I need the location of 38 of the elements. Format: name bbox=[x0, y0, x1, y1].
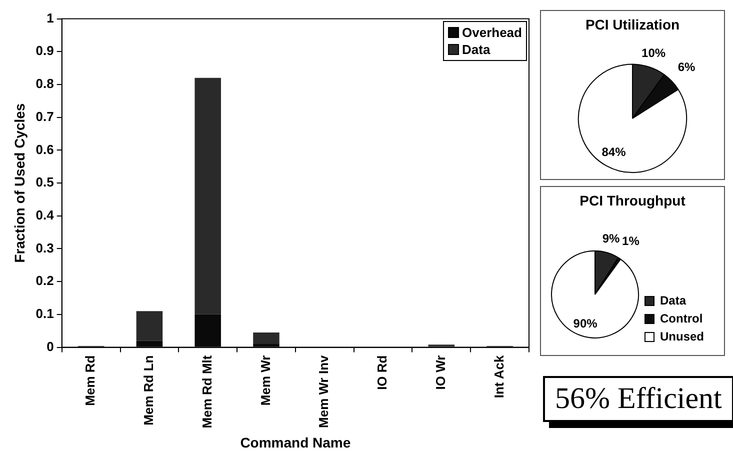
y-tick-label: 0.1 bbox=[36, 306, 54, 321]
data-label: 6% bbox=[678, 60, 696, 74]
data-label: 84% bbox=[602, 144, 626, 159]
bar bbox=[253, 332, 280, 344]
x-tick-label: Mem Wr bbox=[258, 355, 273, 406]
y-tick-label: 0.3 bbox=[36, 240, 54, 256]
text: 56% Efficient bbox=[555, 382, 722, 416]
y-tick-label: 0.2 bbox=[36, 273, 54, 288]
y-tick-label: 1 bbox=[46, 10, 54, 26]
data-label: 90% bbox=[573, 316, 598, 330]
bar bbox=[136, 311, 163, 341]
x-tick-label: Mem Wr Inv bbox=[316, 354, 332, 428]
legend-label: Data bbox=[462, 40, 490, 58]
legend-label: Control bbox=[660, 311, 703, 326]
legend-label: Data bbox=[660, 293, 686, 308]
x-tick-label: Mem Rd Ln bbox=[141, 355, 156, 426]
data-label: 10% bbox=[642, 46, 666, 60]
x-tick-label: Int Ack bbox=[491, 354, 506, 398]
x-tick-label: IO Wr bbox=[432, 355, 448, 390]
bar bbox=[194, 78, 221, 314]
x-tick-label: IO Rd bbox=[374, 355, 390, 390]
chart-title: PCI Utilization bbox=[585, 16, 680, 32]
data-label: 1% bbox=[622, 234, 640, 248]
x-tick-label: Mem Rd bbox=[82, 355, 98, 406]
y-tick-label: 0.5 bbox=[36, 174, 54, 190]
legend-label: Overhead bbox=[462, 24, 522, 41]
y-tick-label: 0.7 bbox=[36, 108, 54, 124]
chart-title: PCI Throughput bbox=[580, 192, 686, 208]
y-tick-label: 0.4 bbox=[36, 207, 55, 222]
x-tick-label: Mem Rd Mlt bbox=[199, 354, 214, 428]
x-axis-title: Command Name bbox=[240, 434, 351, 450]
y-tick-label: 0.8 bbox=[36, 76, 54, 92]
y-tick-label: 0.6 bbox=[36, 142, 54, 157]
y-tick-label: 0.9 bbox=[36, 43, 54, 58]
data-label: 9% bbox=[602, 231, 620, 246]
y-axis-title: Fraction of Used Cycles bbox=[11, 103, 28, 263]
legend-label: Unused bbox=[660, 329, 704, 344]
y-tick-label: 0 bbox=[46, 338, 54, 354]
